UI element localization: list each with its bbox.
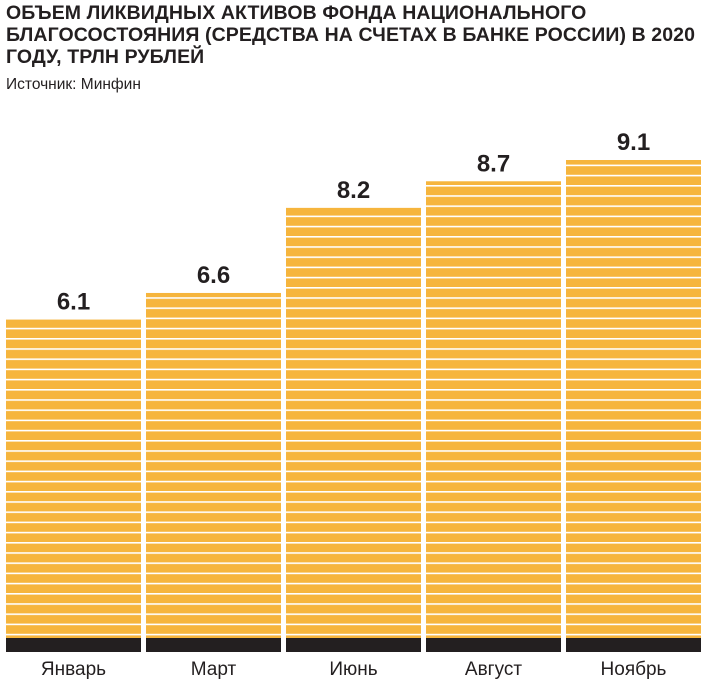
bar-4 xyxy=(426,181,561,644)
bars-group xyxy=(6,160,701,652)
bar-base-2 xyxy=(146,638,281,652)
category-label-1: Январь xyxy=(41,659,106,680)
value-label-4: 8.7 xyxy=(477,150,510,177)
chart-title: ОБЪЕМ ЛИКВИДНЫХ АКТИВОВ ФОНДА НАЦИОНАЛЬН… xyxy=(6,2,696,68)
category-label-3: Июнь xyxy=(329,659,377,680)
category-labels-group: Январь Март Июнь Август Ноябрь xyxy=(41,659,667,680)
chart-source: Источник: Минфин xyxy=(6,76,141,93)
value-label-3: 8.2 xyxy=(337,177,370,204)
bar-2 xyxy=(146,292,281,644)
bar-base-1 xyxy=(6,638,141,652)
value-label-5: 9.1 xyxy=(617,129,650,156)
category-label-2: Март xyxy=(191,659,237,680)
value-label-2: 6.6 xyxy=(197,262,230,289)
value-labels-group: 6.1 6.6 8.2 8.7 9.1 xyxy=(57,129,650,316)
bar-base-4 xyxy=(426,638,561,652)
bar-5 xyxy=(566,160,701,644)
value-label-1: 6.1 xyxy=(57,289,90,316)
category-label-4: Август xyxy=(465,659,522,680)
bar-base-5 xyxy=(566,638,701,652)
bar-base-3 xyxy=(286,638,421,652)
bar-1 xyxy=(6,319,141,644)
category-label-5: Ноябрь xyxy=(601,659,667,680)
bar-3 xyxy=(286,207,421,644)
